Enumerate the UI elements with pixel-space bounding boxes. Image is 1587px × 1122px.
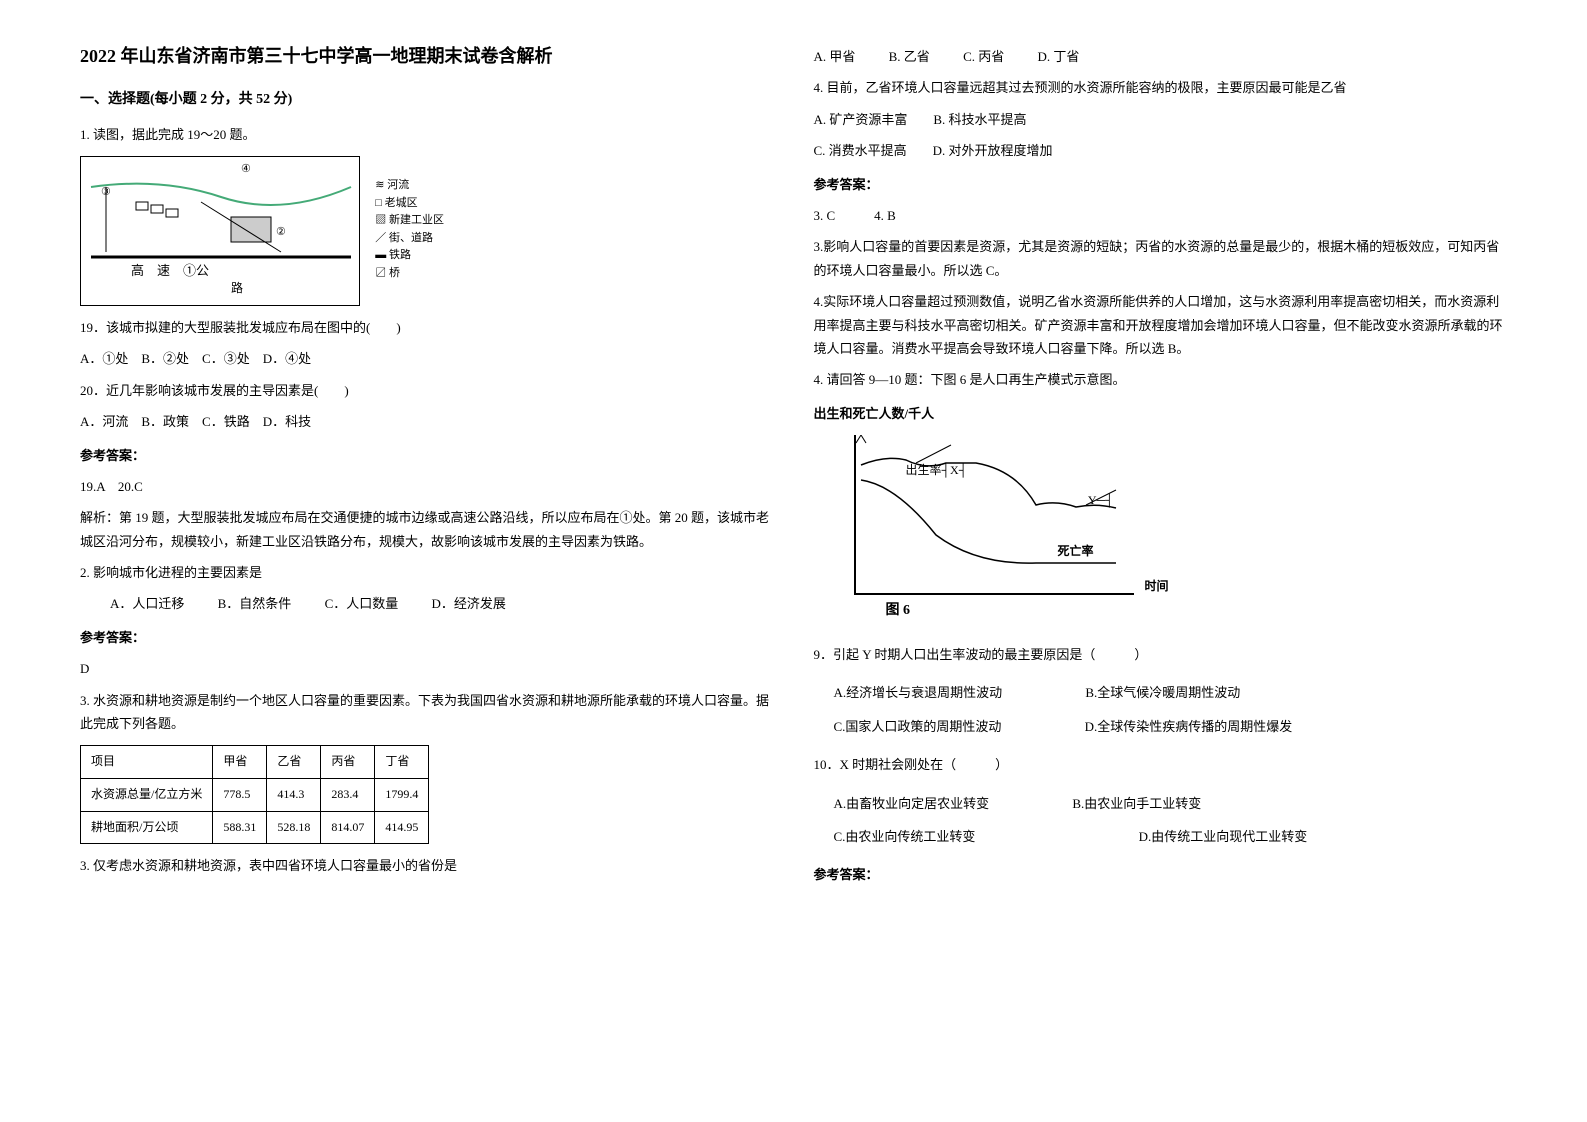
legend-old: □ 老城区 (375, 195, 444, 213)
map-figure: ③ ② ④ 高 速 ①公 路 ≋ 河流 □ 老城区 ▨ 新建工业区 ／ 街、道路… (80, 156, 360, 306)
q9-text: 9．引起 Y 时期人口出生率波动的最主要原因是（ ） (814, 643, 1508, 666)
r1c2: 414.3 (267, 779, 321, 812)
svg-text:②: ② (276, 226, 286, 238)
q9-opt-a: A.经济增长与衰退周期性波动 (834, 681, 1003, 704)
q3-ans-heading: 参考答案： (814, 173, 1508, 196)
q9-opt-c: C.国家人口政策的周期性波动 (834, 715, 1002, 738)
q10-text: 10．X 时期社会刚处在（ ） (814, 753, 1508, 776)
q10-opt-d: D.由传统工业向现代工业转变 (1139, 825, 1308, 848)
y-mark-label: Y─┤ (1088, 490, 1114, 512)
chart-svg (856, 435, 1136, 595)
q2-opts: A．人口迁移 B．自然条件 C．人口数量 D．经济发展 (80, 592, 774, 615)
table-row: 水资源总量/亿立方米 778.5 414.3 283.4 1799.4 (81, 779, 429, 812)
r1c0: 水资源总量/亿立方米 (81, 779, 213, 812)
right-column: A. 甲省 B. 乙省 C. 丙省 D. 丁省 4. 目前，乙省环境人口容量远超… (794, 40, 1528, 892)
left-column: 2022 年山东省济南市第三十七中学高一地理期末试卷含解析 一、选择题(每小题 … (60, 40, 794, 892)
r2c0: 耕地面积/万公顷 (81, 811, 213, 844)
q3-opts: A. 甲省 B. 乙省 C. 丙省 D. 丁省 (814, 45, 1508, 68)
q3-stem: 3. 水资源和耕地资源是制约一个地区人口容量的重要因素。下表为我国四省水资源和耕… (80, 689, 774, 736)
q1-stem: 1. 读图，据此完成 19～20 题。 (80, 123, 774, 146)
svg-text:③: ③ (101, 186, 111, 198)
q1-explain: 解析：第 19 题，大型服装批发城应布局在交通便捷的城市边缘或高速公路沿线，所以… (80, 506, 774, 553)
q9-opts: A.经济增长与衰退周期性波动 B.全球气候冷暖周期性波动 C.国家人口政策的周期… (814, 676, 1508, 743)
q10-opts: A.由畜牧业向定居农业转变 B.由农业向手工业转变 C.由农业向传统工业转变 D… (814, 787, 1508, 854)
q2-opt-c: C．人口数量 (325, 592, 399, 615)
q4-ans-heading: 参考答案： (814, 863, 1508, 886)
q4-opts1: A. 矿产资源丰富 B. 科技水平提高 (814, 108, 1508, 131)
r1c4: 1799.4 (375, 779, 429, 812)
r2c1: 588.31 (213, 811, 267, 844)
q3-opt-b: B. 乙省 (889, 45, 930, 68)
q4-opts2: C. 消费水平提高 D. 对外开放程度增加 (814, 139, 1508, 162)
map-legend: ≋ 河流 □ 老城区 ▨ 新建工业区 ／ 街、道路 ▬ 铁路 〼 桥 (375, 177, 444, 283)
th0: 项目 (81, 746, 213, 779)
death-rate-label: 死亡率 (1057, 541, 1093, 563)
map-svg: ③ ② ④ 高 速 ①公 路 (81, 157, 361, 307)
chart-xlabel: 时间 (1144, 576, 1168, 598)
q3-opt-c: C. 丙省 (963, 45, 1004, 68)
th1: 甲省 (213, 746, 267, 779)
q20-opts: A．河流 B．政策 C．铁路 D．科技 (80, 410, 774, 433)
svg-text:高 速 ①公: 高 速 ①公 (131, 263, 209, 278)
r2c4: 414.95 (375, 811, 429, 844)
th2: 乙省 (267, 746, 321, 779)
q2-stem: 2. 影响城市化进程的主要因素是 (80, 561, 774, 584)
q1-ans: 19.A 20.C (80, 475, 774, 498)
r1c1: 778.5 (213, 779, 267, 812)
legend-bridge: 〼 桥 (375, 265, 444, 283)
q3-ans: 3. C 4. B (814, 204, 1508, 227)
q3-explain4: 4.实际环境人口容量超过预测数值，说明乙省水资源所能供养的人口增加，这与水资源利… (814, 290, 1508, 360)
q9-opt-b: B.全球气候冷暖周期性波动 (1085, 681, 1240, 704)
section-heading: 一、选择题(每小题 2 分，共 52 分) (80, 87, 774, 112)
q3-opt-d: D. 丁省 (1037, 45, 1079, 68)
q2-ans-heading: 参考答案： (80, 626, 774, 649)
svg-text:④: ④ (241, 163, 251, 175)
q20-text: 20．近几年影响该城市发展的主导因素是( ) (80, 379, 774, 402)
q3-explain3: 3.影响人口容量的首要因素是资源，尤其是资源的短缺；丙省的水资源的总量是最少的，… (814, 235, 1508, 282)
chart-container: 出生和死亡人数/千人 出生率┤X┤ Y─┤ 死亡率 时间 图 6 (814, 402, 1508, 595)
legend-road: ／ 街、道路 (375, 230, 444, 248)
q9-opt-d: D.全球传染性疾病传播的周期性爆发 (1085, 715, 1293, 738)
legend-rail: ▬ 铁路 (375, 247, 444, 265)
q2-opt-a: A．人口迁移 (110, 592, 184, 615)
legend-river: ≋ 河流 (375, 177, 444, 195)
q3sub-text: 3. 仅考虑水资源和耕地资源，表中四省环境人口容量最小的省份是 (80, 854, 774, 877)
q19-text: 19．该城市拟建的大型服装批发城应布局在图中的( ) (80, 316, 774, 339)
q2-opt-b: B．自然条件 (218, 592, 292, 615)
table-row: 耕地面积/万公顷 588.31 528.18 814.07 414.95 (81, 811, 429, 844)
q10-opt-b: B.由农业向手工业转变 (1072, 792, 1201, 815)
q4-text: 4. 目前，乙省环境人口容量远超其过去预测的水资源所能容纳的极限，主要原因最可能… (814, 76, 1508, 99)
th3: 丙省 (321, 746, 375, 779)
svg-text:路: 路 (231, 280, 243, 295)
legend-new: ▨ 新建工业区 (375, 212, 444, 230)
r2c3: 814.07 (321, 811, 375, 844)
r1c3: 283.4 (321, 779, 375, 812)
q4main-stem: 4. 请回答 9—10 题：下图 6 是人口再生产模式示意图。 (814, 368, 1508, 391)
r2c2: 528.18 (267, 811, 321, 844)
q2-opt-d: D．经济发展 (431, 592, 505, 615)
q19-opts: A．①处 B．②处 C．③处 D．④处 (80, 347, 774, 370)
chart-ylabel: 出生和死亡人数/千人 (814, 402, 1508, 425)
population-chart: 出生率┤X┤ Y─┤ 死亡率 时间 图 6 (854, 435, 1134, 595)
q2-ans: D (80, 657, 774, 680)
chart-title: 图 6 (886, 598, 911, 623)
table-header-row: 项目 甲省 乙省 丙省 丁省 (81, 746, 429, 779)
exam-title: 2022 年山东省济南市第三十七中学高一地理期末试卷含解析 (80, 40, 774, 72)
q10-opt-c: C.由农业向传统工业转变 (834, 825, 976, 848)
birth-rate-label: 出生率┤X┤ (906, 460, 968, 482)
q3-opt-a: A. 甲省 (814, 45, 856, 68)
q3-table: 项目 甲省 乙省 丙省 丁省 水资源总量/亿立方米 778.5 414.3 28… (80, 745, 429, 844)
q1-ans-heading: 参考答案： (80, 444, 774, 467)
th4: 丁省 (375, 746, 429, 779)
q10-opt-a: A.由畜牧业向定居农业转变 (834, 792, 990, 815)
